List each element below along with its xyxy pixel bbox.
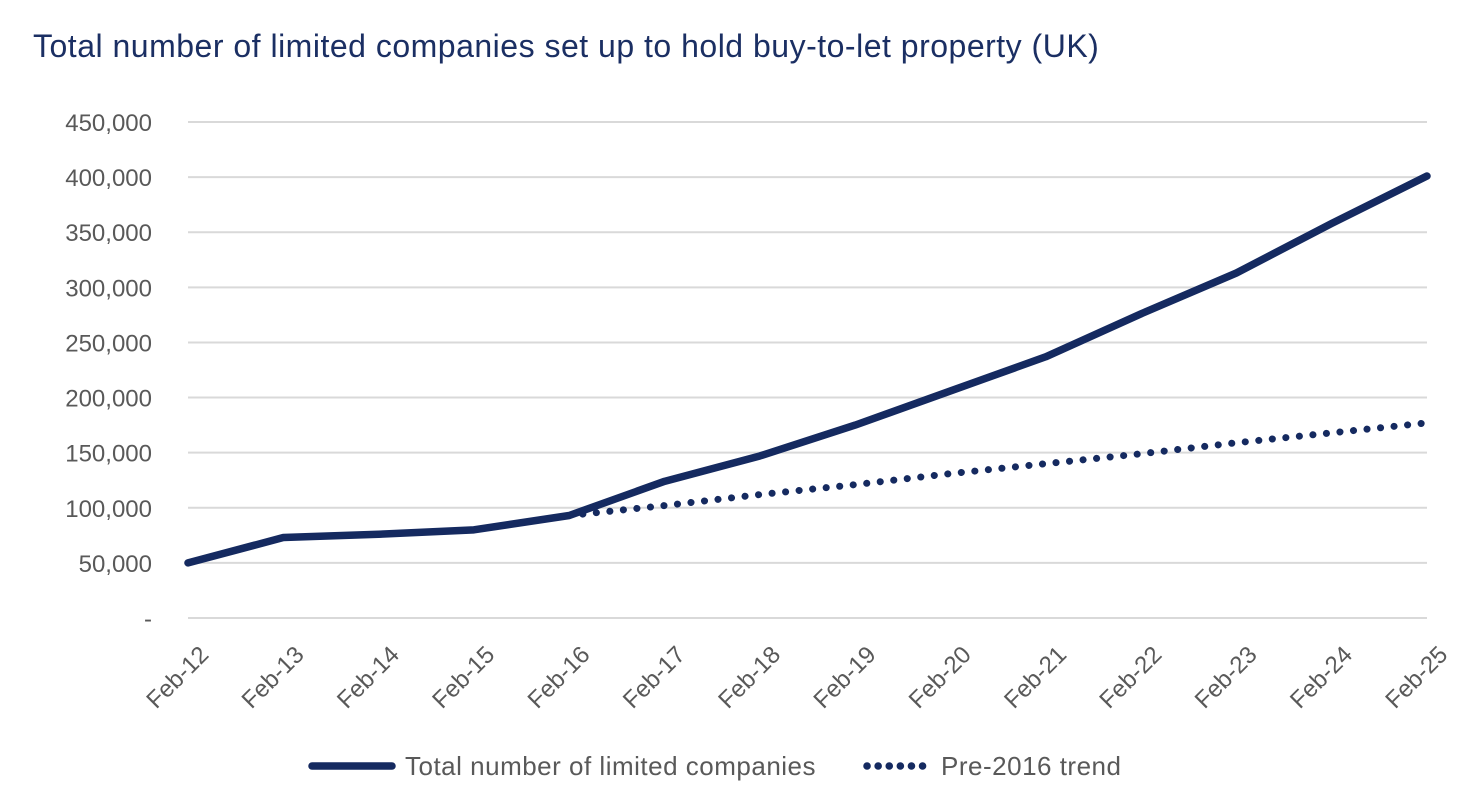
y-tick-label: 50,000 (79, 551, 152, 578)
gridlines (188, 121, 1427, 619)
series-total-companies (184, 172, 1431, 567)
x-tick-label: Feb-12 (141, 641, 214, 714)
x-axis-tick-labels: Feb-12 Feb-13 Feb-14 Feb-15 Feb-16 Feb-17 Feb-… (141, 641, 1453, 714)
legend-item-pre-2016-trend: Pre-2016 trend (862, 751, 1121, 782)
x-tick-label: Feb-14 (332, 641, 405, 714)
x-tick-label: Feb-23 (1190, 641, 1263, 714)
x-tick-label: Feb-15 (427, 641, 500, 714)
x-tick-label: Feb-20 (904, 641, 977, 714)
y-tick-label: 250,000 (65, 330, 152, 357)
y-tick-label: 350,000 (65, 220, 152, 247)
page-title: Total number of limited companies set up… (33, 28, 1100, 64)
y-axis-tick-labels: - 50,000 100,000 150,000 200,000 250,000 300,0… (65, 110, 152, 633)
y-tick-label: 200,000 (65, 386, 152, 413)
y-tick-label: 400,000 (65, 165, 152, 192)
x-tick-label: Feb-21 (999, 641, 1072, 714)
legend-label-pre-2016-trend: Pre-2016 trend (941, 750, 1122, 781)
y-tick-label: 300,000 (65, 275, 152, 302)
y-tick-label: 450,000 (65, 110, 152, 137)
x-tick-label: Feb-16 (523, 641, 596, 714)
legend-item-total-companies: Total number of limited companies (308, 751, 816, 782)
x-tick-label: Feb-19 (809, 641, 882, 714)
y-tick-label: 100,000 (65, 496, 152, 523)
x-tick-label: Feb-22 (1094, 641, 1167, 714)
solid-line-icon (308, 762, 396, 770)
x-tick-label: Feb-25 (1380, 641, 1453, 714)
series-pre-2016-trend (565, 419, 1431, 519)
x-tick-label: Feb-17 (618, 641, 691, 714)
x-tick-label: Feb-18 (713, 641, 786, 714)
legend: Total number of limited companies Pre-20… (308, 748, 1121, 784)
x-tick-label: Feb-13 (237, 641, 310, 714)
legend-label-total-companies: Total number of limited companies (405, 750, 817, 781)
y-tick-label: - (144, 606, 152, 633)
x-tick-label: Feb-24 (1285, 641, 1358, 714)
dotted-line-icon (863, 762, 933, 770)
y-tick-label: 150,000 (65, 441, 152, 468)
